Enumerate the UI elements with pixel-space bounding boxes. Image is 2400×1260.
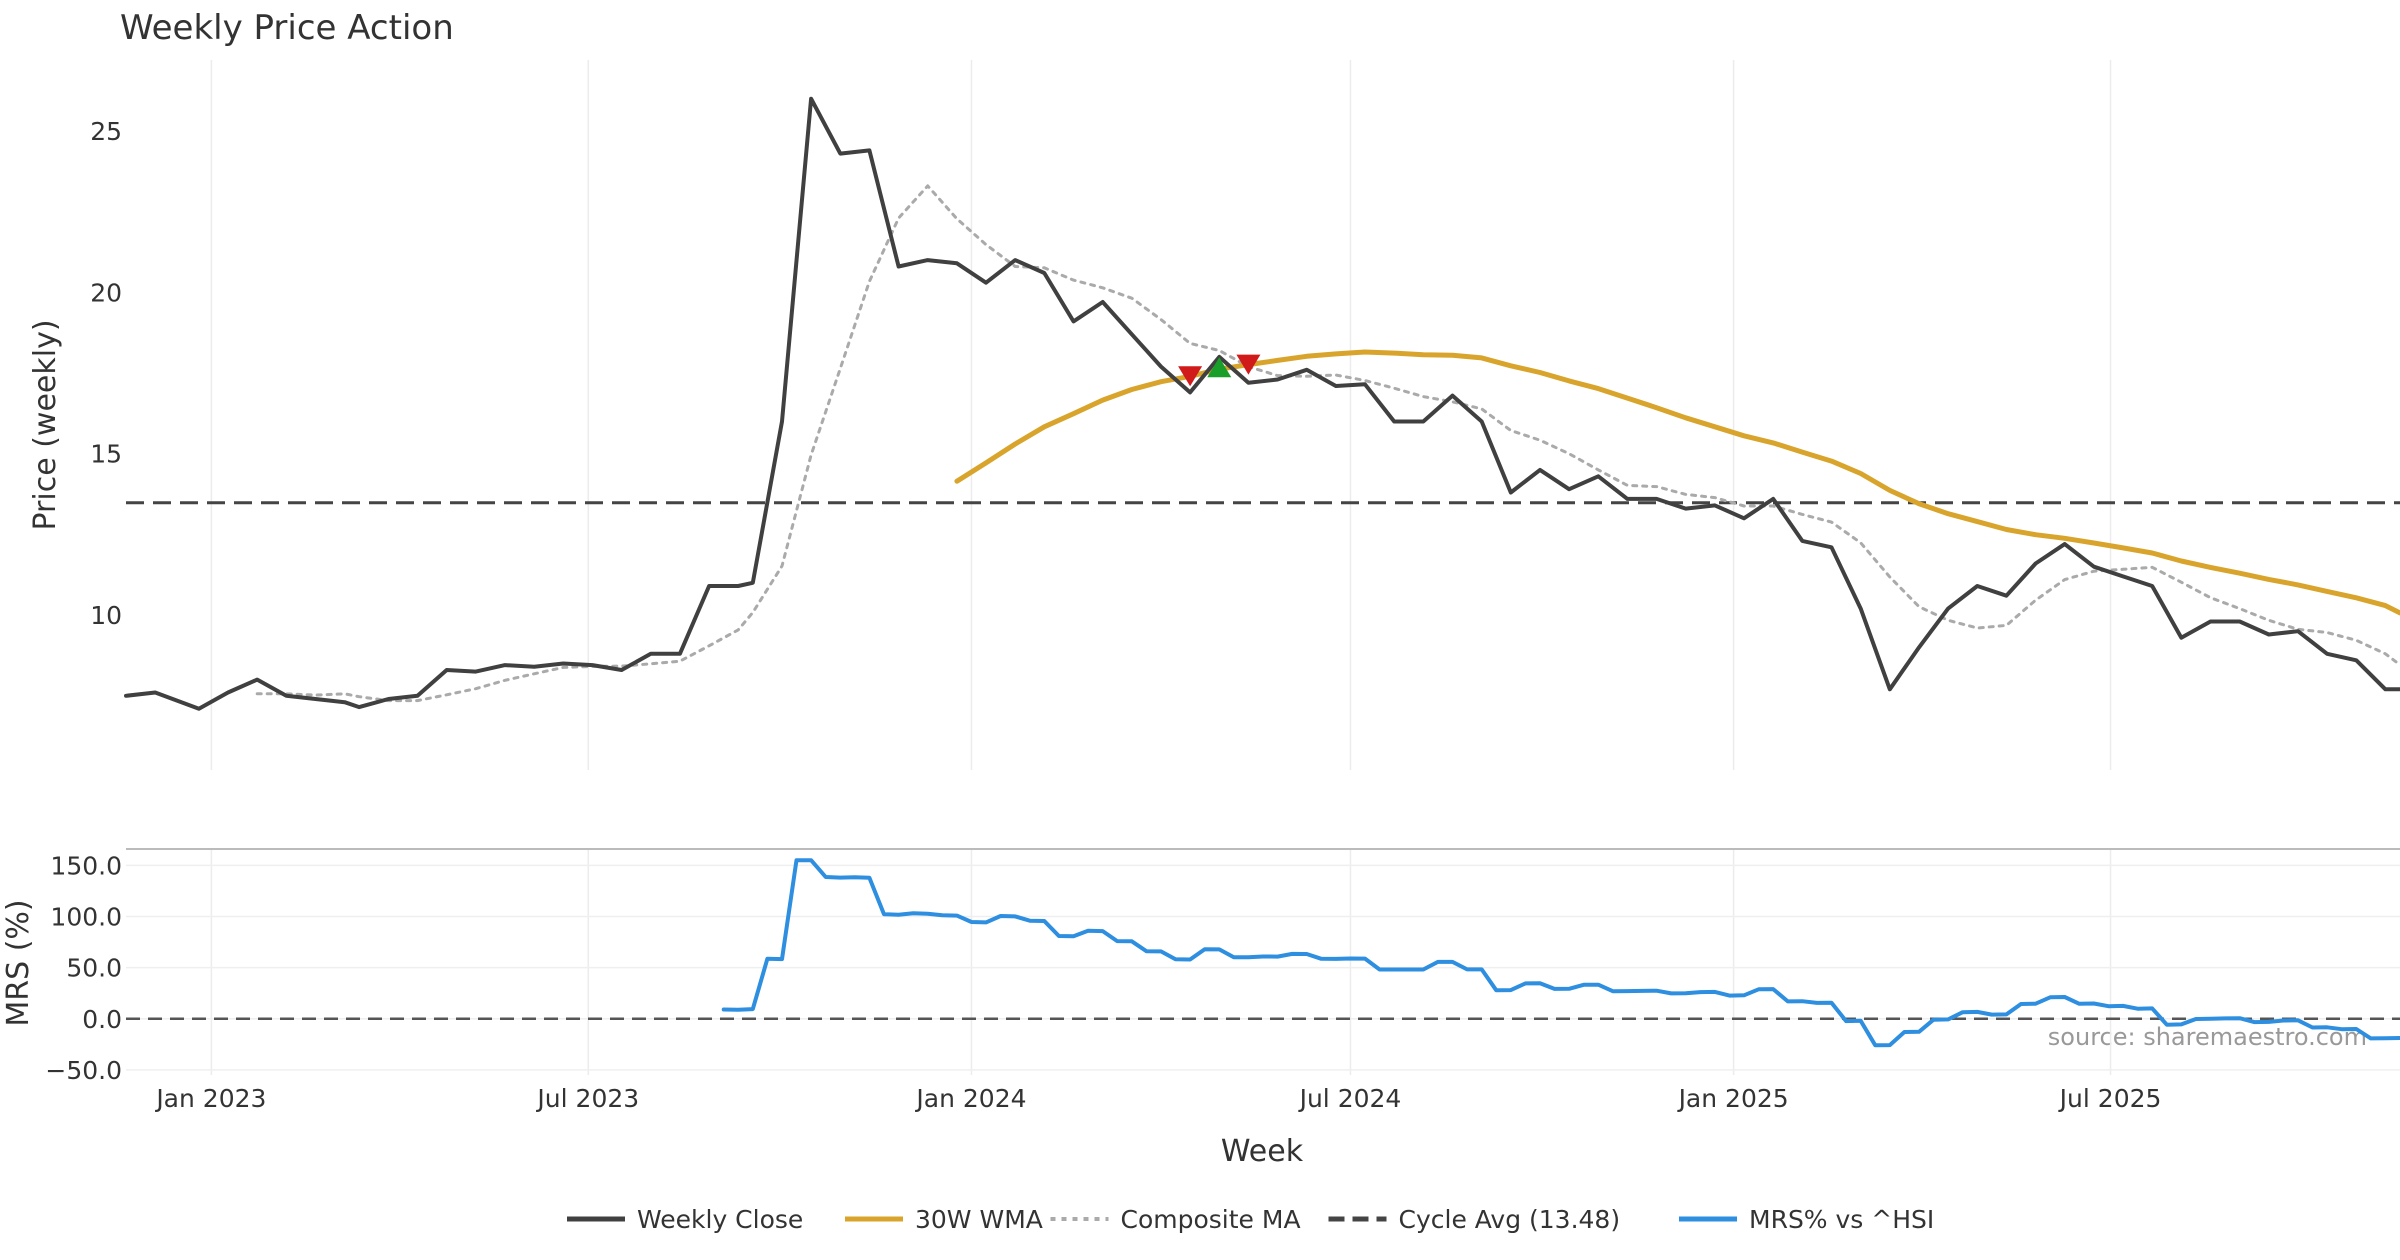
axis-ticks: 10 15 20 25 −50.0 0.0 50.0 100.0 150.0 Jan 2023 Ju… (45, 117, 2161, 1113)
sell-signal-marker (1236, 354, 1261, 375)
legend: Weekly Close 30W WMA Composite MA Cycle Avg… (567, 1205, 1934, 1234)
legend-item-4: MRS% vs ^HSI (1679, 1205, 1934, 1234)
x-tick-label-3: Jul 2024 (1298, 1084, 1402, 1113)
weekly-close-line (124, 96, 2400, 711)
sell-signal-marker (1178, 366, 1203, 387)
grid-lines (126, 60, 2400, 1075)
x-tick-label-0: Jan 2023 (154, 1084, 266, 1113)
legend-item-3: Cycle Avg (13.48) (1328, 1205, 1621, 1234)
composite-ma-line (255, 184, 2400, 703)
signal-markers (1178, 354, 1261, 387)
x-tick-label-5: Jul 2025 (2058, 1084, 2162, 1113)
legend-label-0: Weekly Close (637, 1205, 803, 1234)
legend-item-2: Composite MA (1050, 1205, 1301, 1234)
legend-item-1: 30W WMA (845, 1205, 1043, 1234)
price-y-tick-3: 25 (90, 117, 122, 146)
legend-item-0: Weekly Close (567, 1205, 803, 1234)
price-y-tick-2: 20 (90, 278, 122, 307)
wma-30w-line (954, 349, 2400, 616)
chart-title: Weekly Price Action (120, 8, 454, 48)
mrs-y-tick-2: 50.0 (66, 954, 122, 983)
price-y-tick-0: 10 (90, 601, 122, 630)
legend-label-2: Composite MA (1121, 1205, 1301, 1234)
mrs-y-tick-1: 0.0 (82, 1005, 122, 1034)
legend-label-1: 30W WMA (915, 1205, 1043, 1234)
mrs-y-axis-title: MRS (%) (1, 899, 36, 1026)
mrs-y-tick-3: 100.0 (50, 902, 122, 931)
series-lines (124, 96, 2400, 1048)
mrs-y-tick-0: −50.0 (45, 1056, 122, 1085)
price-y-axis-title: Price (weekly) (28, 319, 63, 530)
legend-label-3: Cycle Avg (13.48) (1399, 1205, 1621, 1234)
price-y-tick-1: 15 (90, 440, 122, 469)
mrs-line (721, 858, 2400, 1048)
mrs-y-tick-4: 150.0 (50, 851, 122, 880)
buy-signal-marker (1207, 357, 1232, 378)
x-tick-label-4: Jan 2025 (1677, 1084, 1789, 1113)
x-tick-label-1: Jul 2023 (535, 1084, 639, 1113)
x-axis-title: Week (1221, 1134, 1304, 1169)
legend-label-4: MRS% vs ^HSI (1749, 1205, 1934, 1234)
x-tick-label-2: Jan 2024 (914, 1084, 1026, 1113)
